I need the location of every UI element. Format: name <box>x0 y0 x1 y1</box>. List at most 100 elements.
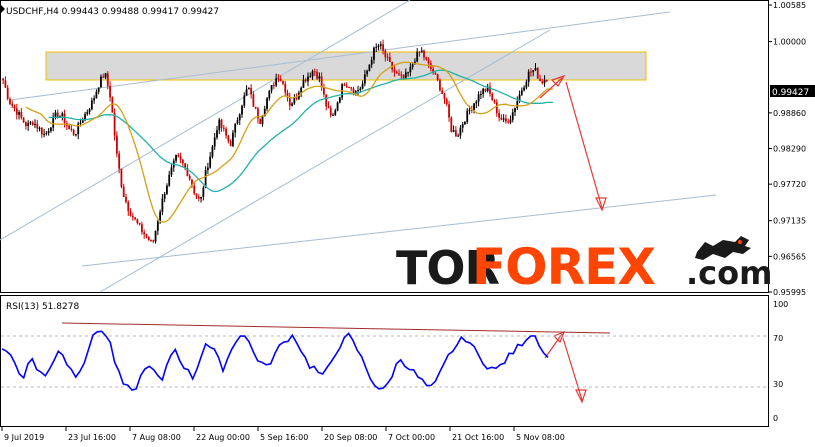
candle-bull <box>29 122 32 124</box>
candle-bear <box>56 112 59 117</box>
candle-bull <box>234 123 237 133</box>
candle-bull <box>170 167 173 175</box>
candle-bear <box>313 71 316 73</box>
price-axis-label: 0.96565 <box>773 252 806 261</box>
candle-bear <box>115 135 118 154</box>
rsi-forecast-arrow-up <box>544 333 563 359</box>
candle-bull <box>475 101 478 104</box>
candle-bear <box>282 81 284 84</box>
candle-bull <box>502 118 505 120</box>
candle-bull <box>266 98 268 109</box>
candle-bear <box>24 121 27 127</box>
candle-bear <box>454 130 457 137</box>
candle-bull <box>93 98 96 101</box>
time-axis-label: 20 Sep 08:00 <box>324 433 377 442</box>
candle-bull <box>359 88 362 91</box>
candle-bull <box>464 121 466 125</box>
candle-bear <box>398 73 400 75</box>
current-price-box <box>770 85 815 97</box>
candle-bear <box>386 57 389 59</box>
candle-bear <box>432 68 435 73</box>
candle-bull <box>88 109 91 112</box>
candle-bull <box>104 73 107 78</box>
candle-bull <box>86 111 89 115</box>
candle-bull <box>236 120 239 124</box>
candle-bear <box>145 234 148 237</box>
candle-bear <box>327 106 330 108</box>
candle-bull <box>525 82 528 88</box>
candle-bull <box>477 94 480 102</box>
candle-bear <box>489 86 491 94</box>
candle-bear <box>484 88 487 91</box>
candle-bear <box>63 113 66 123</box>
candle-bear <box>118 153 121 169</box>
candle-bull <box>361 83 364 89</box>
candle-bull <box>206 167 209 171</box>
rsi-panel-frame <box>0 295 769 427</box>
candle-bear <box>125 196 127 202</box>
candle-bear <box>323 87 325 95</box>
candle-bull <box>534 67 537 71</box>
candle-bear <box>427 59 430 64</box>
time-axis-label: 22 Aug 00:00 <box>196 433 250 442</box>
candle-bear <box>384 50 387 58</box>
candle-bear <box>181 159 184 164</box>
candle-bear <box>272 85 275 87</box>
candle-bull <box>247 87 250 90</box>
candle-bear <box>252 94 255 107</box>
candle-bull <box>318 76 321 79</box>
candle-bear <box>197 196 200 199</box>
candle-bear <box>316 71 318 79</box>
candle-bull <box>75 134 77 136</box>
price-axis-label: 0.97720 <box>773 180 806 189</box>
candle-bear <box>136 219 139 224</box>
candle-bear <box>122 186 125 197</box>
candle-bear <box>329 107 332 116</box>
candle-bull <box>90 100 93 110</box>
candle-bear <box>120 168 123 187</box>
trend-channel <box>0 0 717 293</box>
candle-bear <box>450 117 453 132</box>
candle-bear <box>277 78 280 80</box>
torforex-watermark: TOR FOREX .com <box>396 236 772 296</box>
price-panel-frame <box>0 0 769 293</box>
candle-bear <box>70 128 73 130</box>
candle-bear <box>345 85 348 88</box>
candle-bull <box>77 123 80 135</box>
candle-bear <box>402 74 405 79</box>
candle-bull <box>375 46 378 48</box>
candle-bear <box>129 211 132 216</box>
candle-bear <box>250 87 253 95</box>
candle-bull <box>511 112 514 120</box>
candle-bull <box>291 103 293 106</box>
rsi-axis-label: 100 <box>773 300 788 309</box>
candle-bull <box>338 97 341 103</box>
candle-bull <box>543 79 546 84</box>
candle-bull <box>357 90 359 92</box>
candle-bear <box>304 79 307 82</box>
candle-bull <box>309 76 312 78</box>
candle-bull <box>156 221 159 231</box>
candle-bull <box>486 86 489 91</box>
candle-bull <box>366 70 369 75</box>
candle-bear <box>15 108 18 115</box>
candle-bear <box>4 80 7 88</box>
candle-bear <box>102 76 105 78</box>
time-axis-label: 9 Jul 2019 <box>4 433 44 442</box>
candle-bull <box>261 116 264 124</box>
candle-bear <box>395 71 398 74</box>
price-axis-label: 0.98860 <box>773 109 806 118</box>
watermark-tor: TOR <box>396 241 499 295</box>
candle-bull <box>95 91 98 99</box>
candle-bear <box>134 217 136 220</box>
candle-bear <box>423 50 425 58</box>
candle-bull <box>43 133 45 135</box>
candle-bull <box>268 90 271 99</box>
candle-bull <box>209 156 212 168</box>
candle-bear <box>127 201 130 212</box>
candle-bear <box>493 100 496 103</box>
candle-bear <box>343 84 346 86</box>
candle-bear <box>6 87 9 99</box>
channel-line-mid-rising <box>99 29 551 293</box>
candle-bull <box>97 87 100 92</box>
